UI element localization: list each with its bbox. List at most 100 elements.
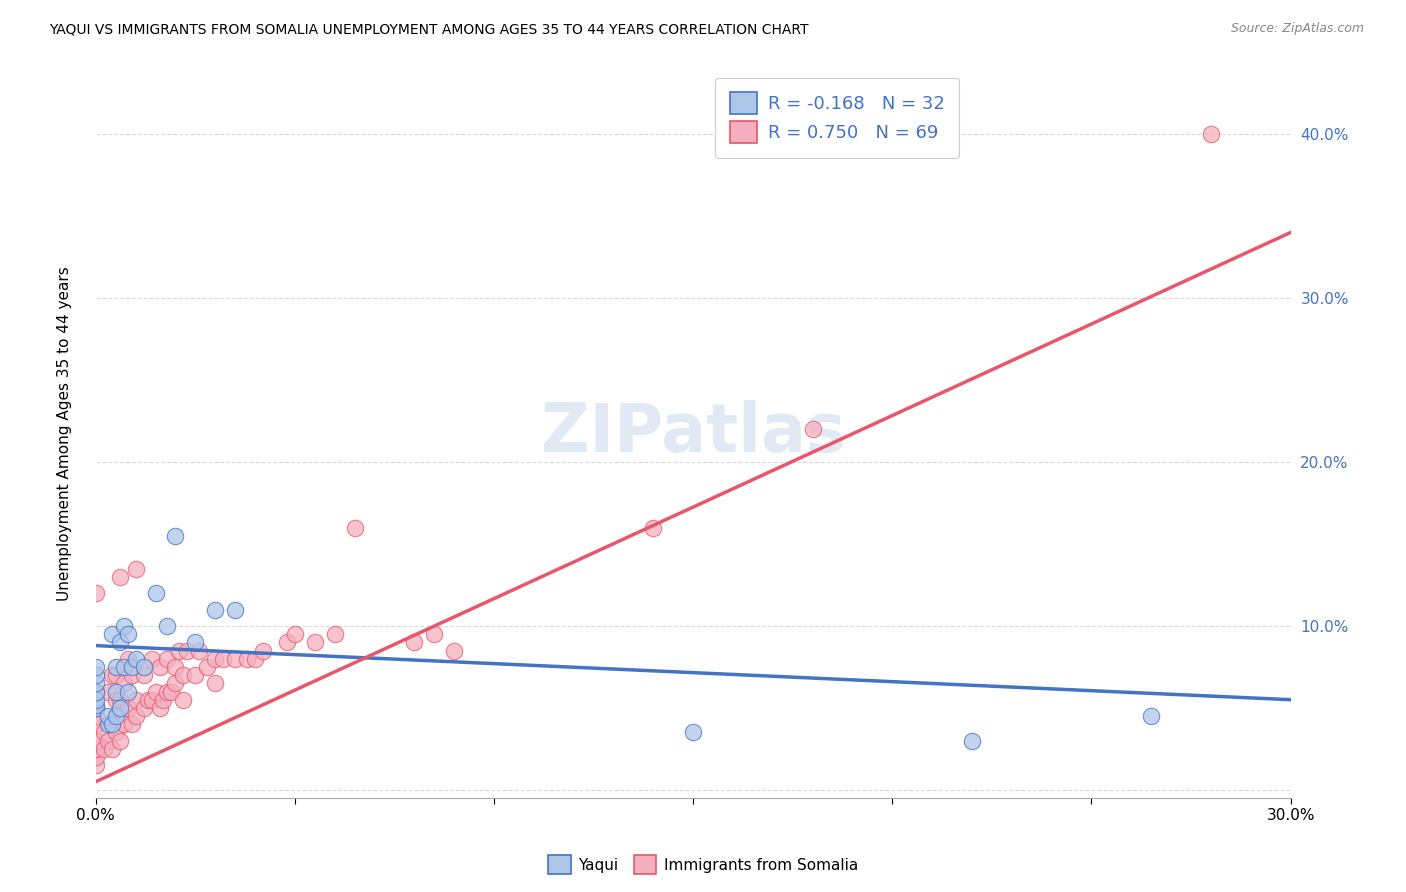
Point [304,635,326,649]
Point [112,717,135,731]
Point [682,725,704,739]
Point [84,701,107,715]
Point [148,701,170,715]
Point [124,709,146,723]
Point [960,733,983,747]
Point [643,520,665,534]
Point [104,709,127,723]
Point [97,733,120,747]
Point [84,701,107,715]
Point [204,651,226,665]
Point [97,717,120,731]
Point [117,627,139,641]
Point [132,660,155,674]
Point [172,668,194,682]
Point [104,660,127,674]
Point [100,668,122,682]
Point [112,619,135,633]
Point [136,692,159,706]
Point [108,692,131,706]
Point [100,742,122,756]
Point [801,422,824,436]
Point [145,586,167,600]
Point [184,635,207,649]
Point [323,627,346,641]
Point [84,660,107,674]
Point [343,520,366,534]
Point [117,684,139,698]
Point [160,684,183,698]
Point [93,742,115,756]
Point [141,692,163,706]
Point [104,725,127,739]
Point [243,651,266,665]
Point [224,651,246,665]
Point [443,643,465,657]
Point [156,651,179,665]
Point [84,733,107,747]
Point [404,635,426,649]
Point [152,692,174,706]
Point [84,750,107,764]
Point [204,602,226,616]
Point [1199,127,1222,141]
Point [169,643,191,657]
Point [93,725,115,739]
Text: YAQUI VS IMMIGRANTS FROM SOMALIA UNEMPLOYMENT AMONG AGES 35 TO 44 YEARS CORRELAT: YAQUI VS IMMIGRANTS FROM SOMALIA UNEMPLO… [49,22,808,37]
Point [124,692,146,706]
Point [112,676,135,690]
Point [84,668,107,682]
Point [176,643,198,657]
Point [184,668,207,682]
Point [132,668,155,682]
Point [84,717,107,731]
Point [84,742,107,756]
Point [84,676,107,690]
Point [156,619,179,633]
Point [132,701,155,715]
Point [108,733,131,747]
Point [84,692,107,706]
Point [1140,709,1163,723]
Point [104,684,127,698]
Legend: R = -0.168   N = 32, R = 0.750   N = 69: R = -0.168 N = 32, R = 0.750 N = 69 [716,78,959,158]
Y-axis label: Unemployment Among Ages 35 to 44 years: Unemployment Among Ages 35 to 44 years [58,266,72,600]
Point [117,701,139,715]
Point [236,651,259,665]
Point [84,684,107,698]
Point [84,586,107,600]
Point [124,651,146,665]
Point [124,561,146,575]
Point [97,684,120,698]
Text: Source: ZipAtlas.com: Source: ZipAtlas.com [1230,22,1364,36]
Point [100,717,122,731]
Point [165,529,187,543]
Point [423,627,446,641]
Point [108,635,131,649]
Point [104,668,127,682]
Point [84,684,107,698]
Text: ZIPatlas: ZIPatlas [541,401,845,467]
Point [284,627,307,641]
Point [212,651,235,665]
Point [108,701,131,715]
Point [121,660,143,674]
Point [165,660,187,674]
Point [224,602,246,616]
Point [121,717,143,731]
Point [252,643,274,657]
Point [195,660,218,674]
Point [141,651,163,665]
Point [172,692,194,706]
Point [145,684,167,698]
Point [204,676,226,690]
Point [100,627,122,641]
Point [156,684,179,698]
Point [84,709,107,723]
Point [108,570,131,584]
Point [104,692,127,706]
Point [165,676,187,690]
Point [121,668,143,682]
Point [84,698,107,712]
Point [188,643,211,657]
